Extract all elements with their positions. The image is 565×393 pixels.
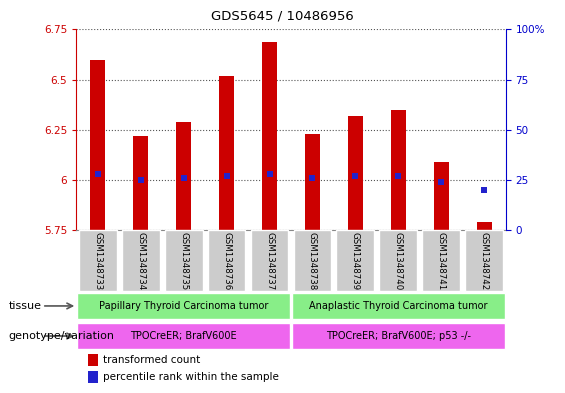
Text: genotype/variation: genotype/variation <box>8 331 115 341</box>
Bar <box>176 122 191 230</box>
Text: GSM1348738: GSM1348738 <box>308 232 317 290</box>
Bar <box>477 222 492 230</box>
Bar <box>251 230 288 291</box>
Point <box>93 171 102 177</box>
Point <box>308 174 317 181</box>
Bar <box>348 116 363 230</box>
Text: GDS5645 / 10486956: GDS5645 / 10486956 <box>211 10 354 23</box>
Text: GSM1348741: GSM1348741 <box>437 232 446 290</box>
Bar <box>77 323 290 349</box>
Point <box>480 187 489 193</box>
Point <box>179 174 188 181</box>
Point <box>394 173 403 179</box>
Bar <box>133 136 148 230</box>
Text: GSM1348742: GSM1348742 <box>480 232 489 290</box>
Bar <box>434 162 449 230</box>
Bar <box>262 42 277 230</box>
Text: transformed count: transformed count <box>103 355 201 365</box>
Text: GSM1348733: GSM1348733 <box>93 232 102 290</box>
Text: GSM1348734: GSM1348734 <box>136 232 145 290</box>
Text: GSM1348735: GSM1348735 <box>179 232 188 290</box>
Bar <box>294 230 331 291</box>
Text: GSM1348737: GSM1348737 <box>265 232 274 290</box>
Bar <box>219 75 234 230</box>
Bar <box>90 59 105 230</box>
Text: GSM1348739: GSM1348739 <box>351 232 360 290</box>
Text: Papillary Thyroid Carcinoma tumor: Papillary Thyroid Carcinoma tumor <box>99 301 268 311</box>
Bar <box>380 230 417 291</box>
Point <box>136 176 145 183</box>
Bar <box>77 293 290 319</box>
Bar <box>305 134 320 230</box>
Bar <box>79 230 116 291</box>
Point <box>437 179 446 185</box>
Text: GSM1348740: GSM1348740 <box>394 232 403 290</box>
Bar <box>337 230 374 291</box>
Bar <box>165 230 202 291</box>
Bar <box>391 110 406 230</box>
Point <box>351 173 360 179</box>
Bar <box>292 293 505 319</box>
Text: percentile rank within the sample: percentile rank within the sample <box>103 372 279 382</box>
Bar <box>292 323 505 349</box>
Bar <box>208 230 245 291</box>
Text: GSM1348736: GSM1348736 <box>222 232 231 290</box>
Text: Anaplastic Thyroid Carcinoma tumor: Anaplastic Thyroid Carcinoma tumor <box>309 301 488 311</box>
Text: TPOCreER; BrafV600E: TPOCreER; BrafV600E <box>131 331 237 341</box>
Bar <box>423 230 460 291</box>
Text: tissue: tissue <box>8 301 41 311</box>
Bar <box>122 230 159 291</box>
Point <box>222 173 231 179</box>
Bar <box>466 230 503 291</box>
Point <box>265 171 274 177</box>
Text: TPOCreER; BrafV600E; p53 -/-: TPOCreER; BrafV600E; p53 -/- <box>326 331 471 341</box>
